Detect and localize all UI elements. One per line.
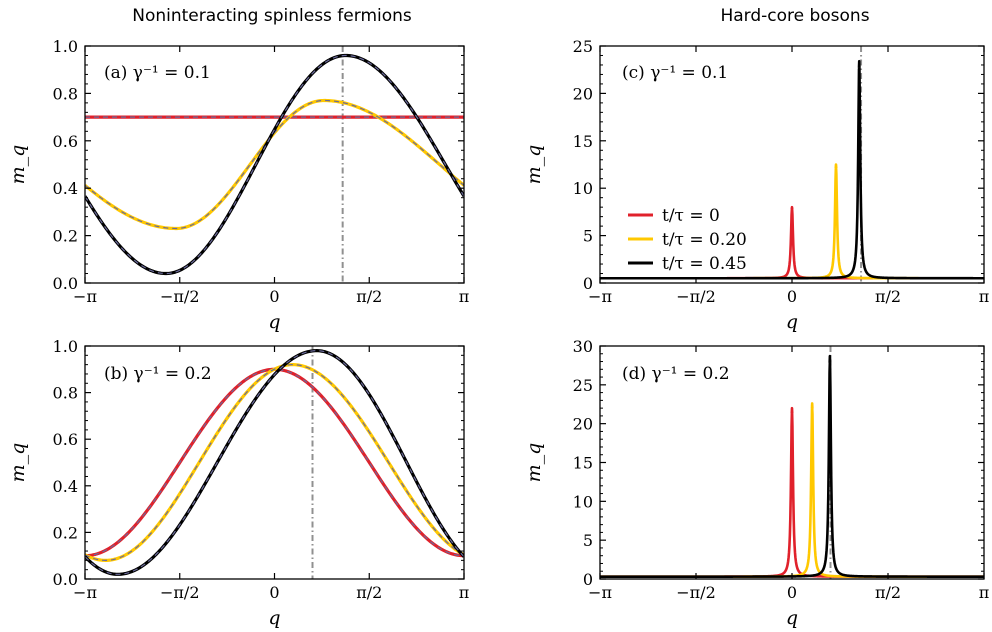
plot-area-a [85, 46, 464, 283]
xtick-label: −π/2 [676, 583, 716, 602]
legend: t/τ = 0 t/τ = 0.20 t/τ = 0.45 [628, 206, 747, 274]
ytick-label: 5 [583, 227, 593, 246]
xlabel-a: q [268, 311, 280, 333]
ytick-label: 0.6 [53, 430, 78, 449]
xtick-label: 0 [787, 287, 797, 306]
xtick-label: π/2 [875, 583, 901, 602]
series-black-a [85, 53, 464, 276]
legend-label: t/τ = 0.20 [662, 230, 747, 250]
heading-right: Hard-core bosons [720, 6, 869, 26]
ytick-label: 1.0 [53, 337, 78, 356]
ylabel-d: m_q [523, 443, 545, 483]
xtick-label: 0 [269, 287, 279, 306]
ytick-label: 0.6 [53, 132, 78, 151]
heading-left: Noninteracting spinless fermions [132, 6, 412, 26]
xlabel-c: q [786, 311, 798, 333]
plot-area-b [85, 346, 464, 579]
xtick-label: 0 [269, 583, 279, 602]
panel-label-c: (c) γ⁻¹ = 0.1 [622, 63, 728, 83]
xtick-label: π/2 [356, 287, 382, 306]
xtick-label: −π [588, 287, 612, 306]
series-black-c [600, 59, 984, 280]
legend-label: t/τ = 0 [662, 206, 720, 226]
ytick-label: 0 [583, 274, 593, 293]
ytick-label: 20 [573, 84, 593, 103]
ytick-label: 0.0 [53, 274, 78, 293]
panel-a: −π −π/2 0 π/2 π 0.0 0.2 0.4 0.6 0.8 1.0 q m_q (a) γ⁻¹… [7, 37, 469, 333]
ytick-label: 0.8 [53, 84, 78, 103]
ylabel-c: m_q [523, 145, 545, 185]
ytick-label: 0.0 [53, 570, 78, 589]
ytick-label: 0.8 [53, 384, 78, 403]
ytick-label: 10 [573, 179, 593, 198]
ylabel-a: m_q [7, 145, 29, 185]
ytick-label: 25 [573, 376, 593, 395]
panels: −π −π/2 0 π/2 π 0.0 0.2 0.4 0.6 0.8 1.0 q m_q (a) γ⁻¹… [7, 37, 989, 629]
ytick-label: 5 [583, 531, 593, 550]
xlabel-d: q [786, 607, 798, 629]
series-yellow-a [85, 98, 464, 231]
xtick-label: π [979, 287, 990, 306]
series-yellow-dashed-b [85, 364, 464, 561]
xtick-label: −π/2 [676, 287, 716, 306]
panel-label-d: (d) γ⁻¹ = 0.2 [622, 364, 730, 384]
series-black-dashed-a [85, 54, 464, 275]
xtick-label: −π/2 [160, 287, 200, 306]
series-red-d [600, 406, 984, 578]
series-yellow-dashed-a [85, 99, 464, 230]
ytick-label: 0.2 [53, 227, 78, 246]
panel-c: −π −π/2 0 π/2 π 0 5 10 15 20 25 q m_q (c) γ⁻¹ = 0.1 t/… [523, 37, 989, 333]
ytick-label: 10 [573, 492, 593, 511]
xtick-label: 0 [787, 583, 797, 602]
ytick-label: 15 [573, 454, 593, 473]
panel-b: −π −π/2 0 π/2 π 0.0 0.2 0.4 0.6 0.8 1.0 q m_q (b) γ⁻¹… [7, 337, 469, 629]
xtick-label: −π/2 [160, 583, 200, 602]
panel-d: −π −π/2 0 π/2 π 0 5 10 15 20 25 30 q m_q (d) γ⁻¹ = 0.2 [523, 337, 989, 629]
series-black-dashed-b [85, 350, 464, 575]
xtick-label: −π [73, 583, 97, 602]
xtick-label: π [459, 583, 470, 602]
ylabel-b: m_q [7, 443, 29, 483]
ytick-label: 25 [573, 37, 593, 56]
ytick-label: 0.4 [53, 477, 78, 496]
ytick-label: 15 [573, 132, 593, 151]
xtick-label: π/2 [875, 287, 901, 306]
xtick-label: π [979, 583, 990, 602]
legend-label: t/τ = 0.45 [662, 254, 747, 274]
panel-label-b: (b) γ⁻¹ = 0.2 [104, 364, 212, 384]
ytick-label: 30 [573, 337, 593, 356]
ytick-label: 0 [583, 570, 593, 589]
xlabel-b: q [268, 607, 280, 629]
ytick-label: 20 [573, 415, 593, 434]
plot-area-d [600, 346, 984, 579]
xtick-label: −π [588, 583, 612, 602]
series-red-c [600, 205, 984, 280]
ytick-label: 0.4 [53, 179, 78, 198]
xtick-label: π [459, 287, 470, 306]
xtick-label: −π [73, 287, 97, 306]
xtick-label: π/2 [356, 583, 382, 602]
series-red-dashed-b [85, 368, 464, 557]
ytick-label: 1.0 [53, 37, 78, 56]
panel-label-a: (a) γ⁻¹ = 0.1 [104, 63, 211, 83]
ytick-label: 0.2 [53, 523, 78, 542]
